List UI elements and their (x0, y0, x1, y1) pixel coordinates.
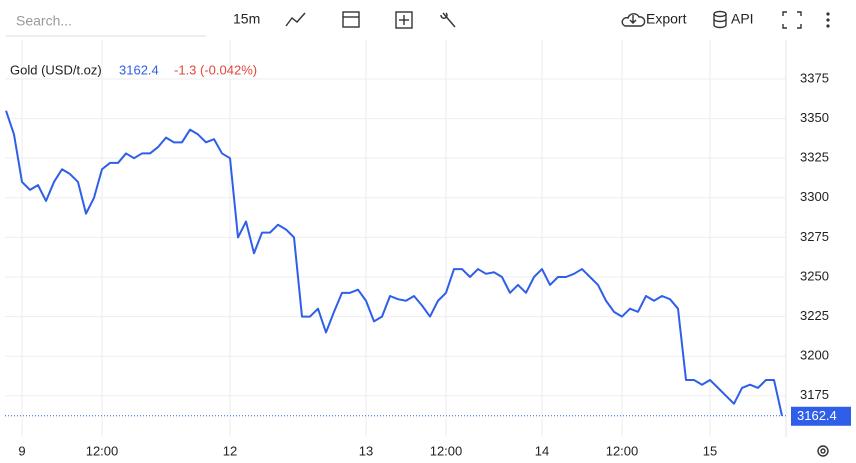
legend-last-price: 3162.4 (119, 62, 159, 77)
x-tick-label: 13 (359, 443, 373, 458)
x-tick-label: 14 (535, 443, 549, 458)
y-tick-label: 3325 (800, 150, 829, 165)
settings-wrench-icon[interactable] (440, 12, 456, 28)
calendar-icon[interactable] (342, 11, 360, 28)
y-tick-label: 3200 (800, 348, 829, 363)
plot (5, 110, 786, 417)
y-tick-label: 3300 (800, 189, 829, 204)
more-menu[interactable] (826, 12, 830, 28)
toolbar: Search... 15m Export API (6, 10, 830, 37)
x-tick-label: 12:00 (606, 443, 639, 458)
legend-change: -1.3 (-0.042%) (174, 62, 257, 77)
add-icon[interactable] (395, 11, 413, 29)
y-tick-label: 3225 (800, 308, 829, 323)
last-price-tag (791, 406, 851, 426)
chart-settings-icon[interactable] (817, 445, 829, 457)
interval-button[interactable]: 15m (233, 11, 260, 27)
x-tick-label: 12:00 (430, 443, 463, 458)
search-input[interactable]: Search... (16, 13, 72, 29)
x-tick-label: 12:00 (86, 443, 119, 458)
y-tick-label: 3175 (800, 387, 829, 402)
x-tick-label: 12 (223, 443, 237, 458)
y-tick-label: 3375 (800, 70, 829, 85)
x-tick-label: 15 (703, 443, 717, 458)
price-line (5, 110, 783, 416)
last-price-label: 3162.4 (797, 408, 837, 423)
x-tick-label: 9 (18, 443, 25, 458)
api-icon[interactable] (713, 10, 727, 29)
y-tick-label: 3250 (800, 268, 829, 283)
y-tick-label: 3275 (800, 229, 829, 244)
export-button[interactable]: Export (646, 11, 687, 27)
fullscreen-icon[interactable] (782, 11, 802, 29)
chart-type-icon[interactable] (285, 12, 306, 27)
export-icon[interactable] (621, 13, 646, 27)
api-button[interactable]: API (731, 11, 754, 27)
legend-title: Gold (USD/t.oz) (10, 62, 102, 77)
y-tick-label: 3350 (800, 110, 829, 125)
